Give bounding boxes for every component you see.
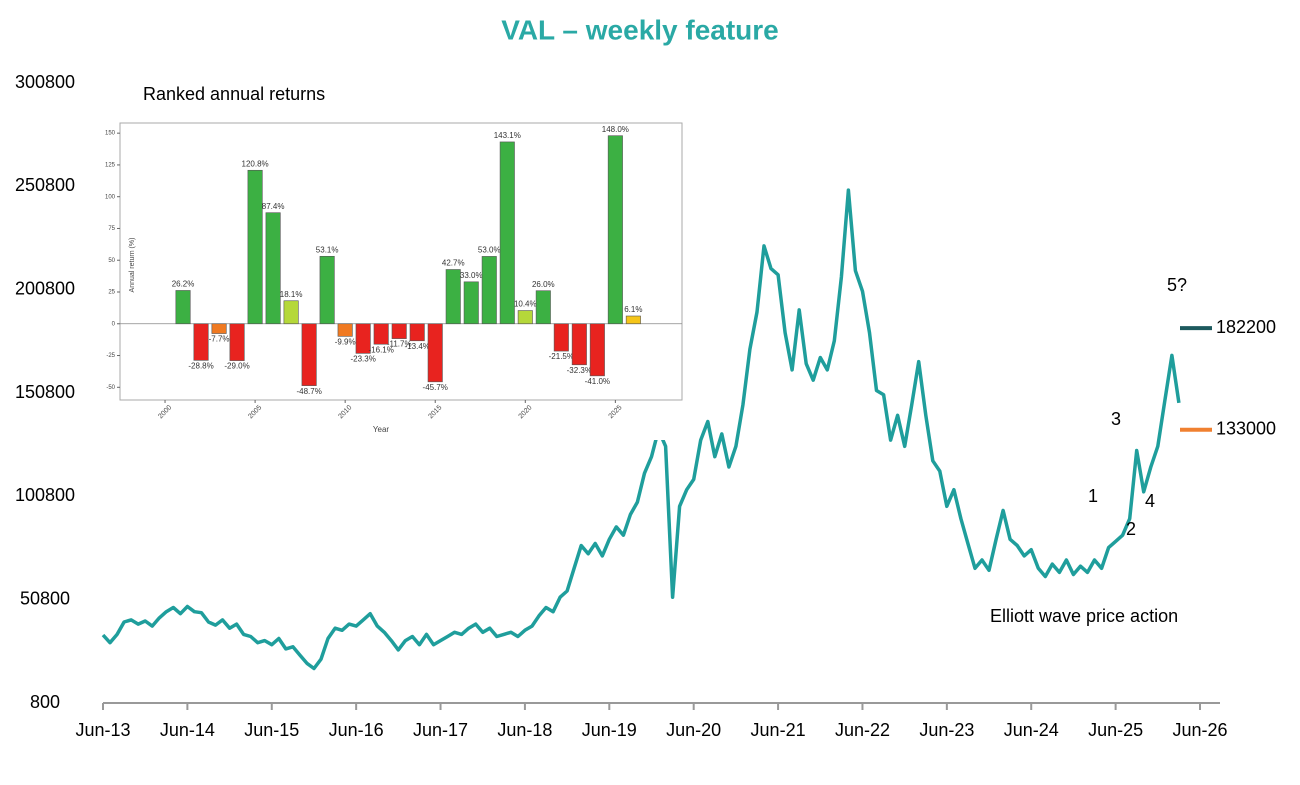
x-tick-label: Jun-22 [835, 720, 890, 740]
inset-y-tick-label: 75 [108, 226, 115, 232]
inset-y-tick-label: 125 [105, 163, 116, 169]
inset-value-label: 53.1% [316, 245, 339, 254]
inset-value-label: 10.4% [514, 300, 537, 309]
inset-bar [463, 281, 479, 325]
inset-bar [373, 323, 389, 345]
target-label: 182200 [1216, 317, 1276, 337]
inset-value-label: -9.9% [335, 337, 356, 346]
target-label: 133000 [1216, 419, 1276, 439]
inset-value-label: -21.5% [549, 352, 574, 361]
inset-y-tick-label: 150 [105, 131, 116, 137]
y-tick-label: 50800 [20, 588, 70, 608]
inset-value-label: 143.1% [494, 131, 521, 140]
inset-value-label: 6.1% [624, 305, 642, 314]
inset-value-label: -11.7% [387, 340, 412, 349]
inset-value-label: 26.2% [172, 280, 195, 289]
inset-bar [391, 323, 407, 339]
x-tick-label: Jun-24 [1004, 720, 1059, 740]
y-tick-label: 800 [30, 692, 60, 712]
inset-value-label: 53.0% [478, 246, 501, 255]
inset-value-label: -41.0% [585, 377, 610, 386]
y-tick-label: 250800 [15, 175, 75, 195]
inset-bar [283, 300, 299, 325]
annotation: 5? [1167, 275, 1187, 295]
x-tick-label: Jun-18 [497, 720, 552, 740]
y-tick-label: 200800 [15, 278, 75, 298]
inset-bar [553, 323, 569, 352]
inset-bar [175, 290, 191, 325]
inset-bar [319, 255, 335, 325]
inset-bar [517, 310, 533, 325]
inset-bar [355, 323, 371, 354]
inset-value-label: 148.0% [602, 125, 629, 134]
inset-y-tick-label: 100 [105, 194, 116, 200]
inset-bar [301, 323, 317, 386]
x-tick-label: Jun-15 [244, 720, 299, 740]
inset-y-tick-label: -50 [106, 385, 115, 391]
inset-bar [211, 323, 227, 334]
inset-bar [193, 323, 209, 361]
inset-bar [427, 323, 443, 383]
inset-bar [625, 315, 641, 325]
x-tick-label: Jun-26 [1172, 720, 1227, 740]
inset-bar [409, 323, 425, 342]
inset-y-label: Annual return (%) [129, 238, 136, 293]
inset-frame [119, 122, 683, 401]
inset-value-label: -45.7% [423, 383, 448, 392]
inset-value-label: -32.3% [567, 366, 592, 375]
y-tick-label: 300800 [15, 72, 75, 92]
price-line [101, 188, 1181, 671]
inset-value-label: 42.7% [442, 259, 465, 268]
inset-x-label: Year [373, 425, 390, 434]
x-tick-label: Jun-16 [329, 720, 384, 740]
x-tick-label: Jun-23 [919, 720, 974, 740]
inset-y-tick-label: 25 [108, 290, 115, 296]
inset-value-label: -23.3% [350, 354, 375, 363]
inset-bar [589, 323, 605, 377]
y-tick-label: 150800 [15, 382, 75, 402]
x-tick-label: Jun-25 [1088, 720, 1143, 740]
annotation: 4 [1145, 491, 1155, 511]
annotation: 3 [1111, 409, 1121, 429]
chart-title: VAL – weekly feature [501, 14, 779, 45]
inset-bar [229, 323, 245, 361]
inset-value-label: -7.7% [209, 335, 230, 344]
inset-bar [535, 290, 551, 325]
inset-value-label: 87.4% [262, 202, 285, 211]
inset-value-label: -13.4% [405, 342, 430, 351]
inset-bar [337, 323, 353, 337]
inset-value-label: 18.1% [280, 290, 303, 299]
x-tick-label: Jun-20 [666, 720, 721, 740]
inset-value-label: 26.0% [532, 280, 555, 289]
x-tick-label: Jun-21 [751, 720, 806, 740]
inset-bar [571, 323, 587, 366]
inset-value-label: -28.8% [188, 361, 213, 370]
inset-value-label: -16.1% [369, 345, 394, 354]
inset-bar [265, 212, 281, 325]
x-tick-label: Jun-13 [75, 720, 130, 740]
annotation: 1 [1088, 486, 1098, 506]
inset-value-label: -48.7% [296, 387, 321, 396]
x-tick-label: Jun-14 [160, 720, 215, 740]
inset-value-label: 120.8% [242, 159, 269, 168]
inset-bar [247, 169, 263, 325]
inset-bar [499, 141, 515, 325]
x-tick-label: Jun-17 [413, 720, 468, 740]
inset-title: Ranked annual returns [143, 84, 325, 104]
annotation: Elliott wave price action [990, 606, 1178, 626]
inset-bar [445, 269, 461, 325]
inset-value-label: -29.0% [224, 362, 249, 371]
annotation: 2 [1126, 519, 1136, 539]
inset-y-tick-label: 50 [108, 258, 115, 264]
x-tick-label: Jun-19 [582, 720, 637, 740]
inset-y-tick-label: 0 [112, 321, 116, 327]
inset-bar [607, 135, 623, 325]
inset-value-label: 33.0% [460, 271, 483, 280]
y-tick-label: 100800 [15, 485, 75, 505]
inset-bar [481, 256, 497, 325]
inset-y-tick-label: -25 [106, 353, 115, 359]
